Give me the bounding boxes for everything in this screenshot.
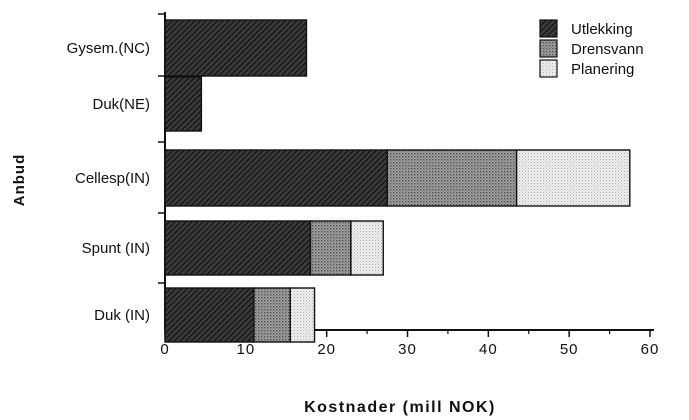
legend-label-drensvann: Drensvann: [571, 41, 644, 58]
bar-utlekking-1: [164, 76, 203, 132]
bar-utlekking-2: [164, 149, 388, 207]
y-axis-label: Anbud: [11, 154, 28, 206]
bar-utlekking-0: [164, 19, 308, 77]
bar-drensvann-3: [309, 220, 352, 276]
bars: [164, 19, 631, 343]
x-tick-label: 20: [317, 341, 336, 358]
bar-planering-3: [350, 220, 384, 276]
category-label: Gysem.(NC): [67, 40, 150, 57]
bar-planering-2: [515, 149, 631, 207]
bar-drensvann-2: [386, 149, 518, 207]
x-axis-label: Kostnader (mill NOK): [304, 399, 496, 416]
x-tick-label: 10: [236, 341, 255, 358]
category-label: Duk(NE): [92, 96, 150, 113]
legend-swatch-planering: [539, 59, 558, 78]
bar-drensvann-4: [253, 287, 291, 343]
legend: Utlekking Drensvann Planering: [539, 19, 644, 78]
x-tick-label: 0: [160, 341, 169, 358]
x-tick-label: 30: [398, 341, 417, 358]
bar-utlekking-4: [164, 287, 255, 343]
category-label: Spunt (IN): [82, 240, 150, 257]
legend-label-utlekking: Utlekking: [571, 21, 633, 38]
category-label: Cellesp(IN): [75, 170, 150, 187]
x-tick-label: 60: [641, 341, 660, 358]
bar-planering-4: [289, 287, 316, 343]
x-tick-labels: 0 10 20 30 40 50 60: [160, 341, 660, 358]
legend-swatch-utlekking: [539, 19, 558, 38]
x-tick-label: 40: [479, 341, 498, 358]
legend-label-planering: Planering: [571, 61, 634, 78]
bar-utlekking-3: [164, 220, 312, 276]
category-labels: Gysem.(NC) Duk(NE) Cellesp(IN) Spunt (IN) Du…: [67, 40, 150, 324]
x-tick-label: 50: [560, 341, 579, 358]
legend-swatch-drensvann: [539, 39, 558, 58]
category-label: Duk (IN): [94, 307, 150, 324]
